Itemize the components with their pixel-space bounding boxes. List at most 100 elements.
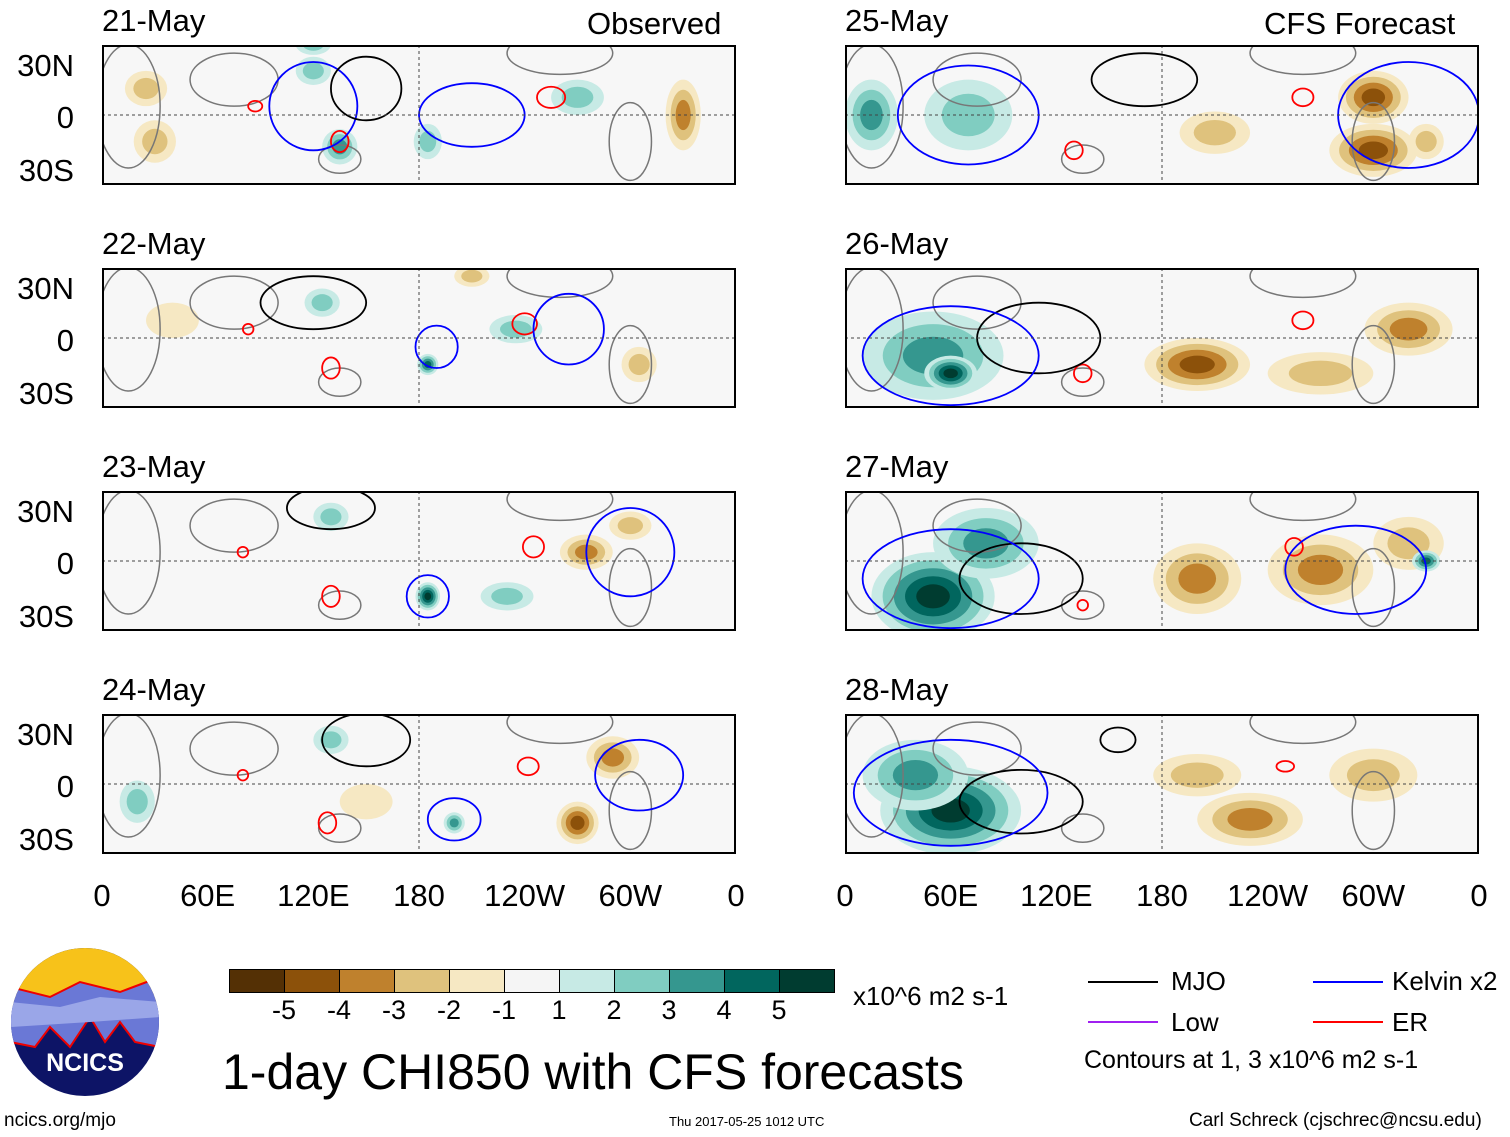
lon-label: 60W (1341, 878, 1406, 913)
coastline (189, 52, 279, 107)
lat-label: 30S (18, 822, 74, 857)
lon-label: 180 (393, 878, 445, 913)
colorbar (229, 969, 835, 993)
anomaly-shading (1346, 759, 1400, 792)
anomaly-shading (943, 368, 958, 379)
colorbar-tick: 2 (606, 995, 622, 1025)
kelvin-contour (861, 305, 1040, 406)
lat-label: 30S (18, 599, 74, 634)
coastline (608, 547, 653, 628)
panel-date: 21-May (102, 3, 206, 38)
colorbar-tick: -1 (491, 995, 517, 1025)
coastline (847, 47, 904, 169)
er-contour (247, 99, 264, 113)
panel-date: 25-May (845, 3, 949, 38)
coastline (932, 498, 1022, 553)
anomaly-shading (916, 584, 950, 609)
colorbar-swatch (505, 970, 560, 992)
footer-url[interactable]: ncics.org/mjo (4, 1110, 116, 1131)
lat-label: 0 (56, 769, 74, 804)
observed-header: Observed (587, 6, 722, 41)
anomaly-shading (1415, 130, 1437, 153)
coastline (1060, 367, 1105, 398)
anomaly-shading (1227, 807, 1273, 831)
anomaly-shading (311, 294, 333, 312)
lon-label: 120E (277, 878, 350, 913)
anomaly-shading (424, 592, 432, 601)
lon-label: 60E (923, 878, 979, 913)
coastline (1249, 47, 1357, 76)
colorbar-swatch (450, 970, 505, 992)
colorbar-swatch (725, 970, 780, 992)
lon-label: 120E (1020, 878, 1093, 913)
figure-title: 1-day CHI850 with CFS forecasts (222, 1044, 964, 1100)
coastline (1060, 813, 1105, 844)
colorbar-tick: -5 (271, 995, 297, 1025)
anomaly-shading (1288, 360, 1353, 387)
legend-kelvin: Kelvin x2 (1392, 966, 1498, 996)
coastline (317, 590, 362, 621)
anomaly-shading (941, 93, 995, 137)
mjo-contour (286, 493, 376, 531)
anomaly-shading (320, 508, 342, 526)
anomaly-shading (1389, 317, 1428, 341)
coastline (317, 144, 362, 175)
coastline (104, 47, 161, 169)
map-panel (102, 714, 736, 854)
coastline (104, 716, 161, 838)
anomaly-shading (1297, 554, 1344, 585)
kelvin-contour (426, 797, 482, 842)
coastline (608, 770, 653, 851)
coastline (847, 270, 904, 392)
kelvin-contour (414, 324, 459, 369)
coastline (1060, 590, 1105, 621)
colorbar-swatch (340, 970, 395, 992)
low-line (1088, 1021, 1158, 1023)
colorbar-tick: -3 (381, 995, 407, 1025)
er-contour (241, 322, 255, 336)
colorbar-tick: 3 (661, 995, 677, 1025)
anomaly-shading (491, 587, 523, 605)
er-contour (321, 356, 341, 380)
panel-date: 24-May (102, 672, 206, 707)
anomaly-shading (461, 270, 483, 283)
er-contour (317, 811, 338, 835)
map-panel (845, 268, 1479, 408)
contour-note: Contours at 1, 3 x10^6 m2 s-1 (1084, 1046, 1419, 1074)
er-contour (321, 584, 341, 608)
anomaly-shading (302, 62, 324, 80)
lat-label: 30N (17, 271, 74, 306)
coastline (317, 813, 362, 844)
anomaly-shading (1179, 355, 1215, 374)
er-contour (522, 535, 545, 559)
lon-label: 60W (598, 878, 663, 913)
coastline (104, 493, 161, 615)
ncics-logo: NCICS (11, 948, 159, 1096)
colorbar-tick: -4 (326, 995, 352, 1025)
lat-label: 30N (17, 717, 74, 752)
mjo-line (1088, 981, 1158, 983)
colorbar-swatch (615, 970, 670, 992)
mjo-contour (321, 716, 412, 768)
coastline (1351, 101, 1396, 182)
anomaly-shading (126, 788, 148, 815)
er-contour (516, 756, 540, 777)
colorbar-swatch (670, 970, 725, 992)
panel-date: 22-May (102, 226, 206, 261)
anomaly-shading (1358, 141, 1389, 160)
er-contour (1291, 87, 1315, 108)
er-line (1313, 1021, 1383, 1023)
er-contour (236, 768, 250, 782)
coastline (1249, 716, 1357, 745)
coastline (506, 716, 614, 745)
coastline (1249, 493, 1357, 522)
lat-label: 0 (56, 100, 74, 135)
mjo-contour (958, 542, 1084, 615)
lon-label: 0 (727, 878, 745, 913)
anomaly-shading (449, 818, 459, 828)
panel-date: 26-May (845, 226, 949, 261)
footer-timestamp: Thu 2017-05-25 1012 UTC (669, 1114, 825, 1129)
er-contour (1076, 598, 1089, 612)
colorbar-swatch (780, 970, 834, 992)
lon-label: 0 (836, 878, 854, 913)
